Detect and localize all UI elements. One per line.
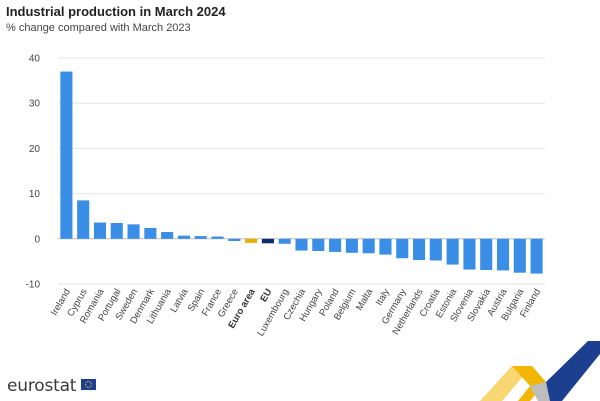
bar-luxembourg[interactable] <box>278 238 291 244</box>
bar-lithuania[interactable] <box>161 232 174 239</box>
bar-slovenia[interactable] <box>463 238 476 270</box>
bar-portugal[interactable] <box>110 222 123 239</box>
bar-eu[interactable] <box>261 238 274 244</box>
bar-sweden[interactable] <box>127 224 140 239</box>
bar-poland[interactable] <box>329 238 342 252</box>
bar-euro-area[interactable] <box>245 238 258 243</box>
y-tick-label: 30 <box>29 99 41 110</box>
bar-germany[interactable] <box>396 238 409 259</box>
bar-denmark[interactable] <box>144 227 157 239</box>
x-category-label: Malta <box>354 286 375 312</box>
chart-title: Industrial production in March 2024 <box>6 4 226 19</box>
bar-latvia[interactable] <box>177 235 190 239</box>
y-axis-labels: -10 0 10 20 30 40 <box>26 54 41 291</box>
y-tick-label: 20 <box>29 144 41 155</box>
eurostat-logo: eurostat <box>7 376 77 396</box>
y-tick-label: 40 <box>29 54 41 65</box>
bar-estonia[interactable] <box>446 238 459 265</box>
bar-hungary[interactable] <box>312 238 325 252</box>
bar-malta[interactable] <box>362 238 375 254</box>
bar-finland[interactable] <box>530 238 543 274</box>
bar-france[interactable] <box>211 236 224 239</box>
y-tick-label: -10 <box>26 280 41 291</box>
bar-cyprus[interactable] <box>77 200 90 239</box>
bar-netherlands[interactable] <box>413 238 426 261</box>
bar-belgium[interactable] <box>345 238 358 253</box>
bar-austria[interactable] <box>496 238 510 271</box>
bar-romania[interactable] <box>93 222 107 239</box>
eu-flag-icon <box>81 379 96 390</box>
bar-czechia[interactable] <box>295 238 308 251</box>
y-tick-label: 10 <box>29 189 41 200</box>
x-category-label: EU <box>258 287 274 304</box>
bar-greece[interactable] <box>228 238 241 242</box>
bar-slovakia[interactable] <box>480 238 493 270</box>
bars <box>60 71 543 274</box>
chart-subtitle: % change compared with March 2023 <box>6 22 191 34</box>
bar-ireland[interactable] <box>60 71 73 239</box>
bar-croatia[interactable] <box>429 238 442 261</box>
bar-italy[interactable] <box>379 238 392 255</box>
brand-swoosh-icon <box>480 341 600 401</box>
bar-spain[interactable] <box>194 236 207 239</box>
y-tick-label: 0 <box>34 234 40 245</box>
bar-bulgaria[interactable] <box>513 238 526 273</box>
